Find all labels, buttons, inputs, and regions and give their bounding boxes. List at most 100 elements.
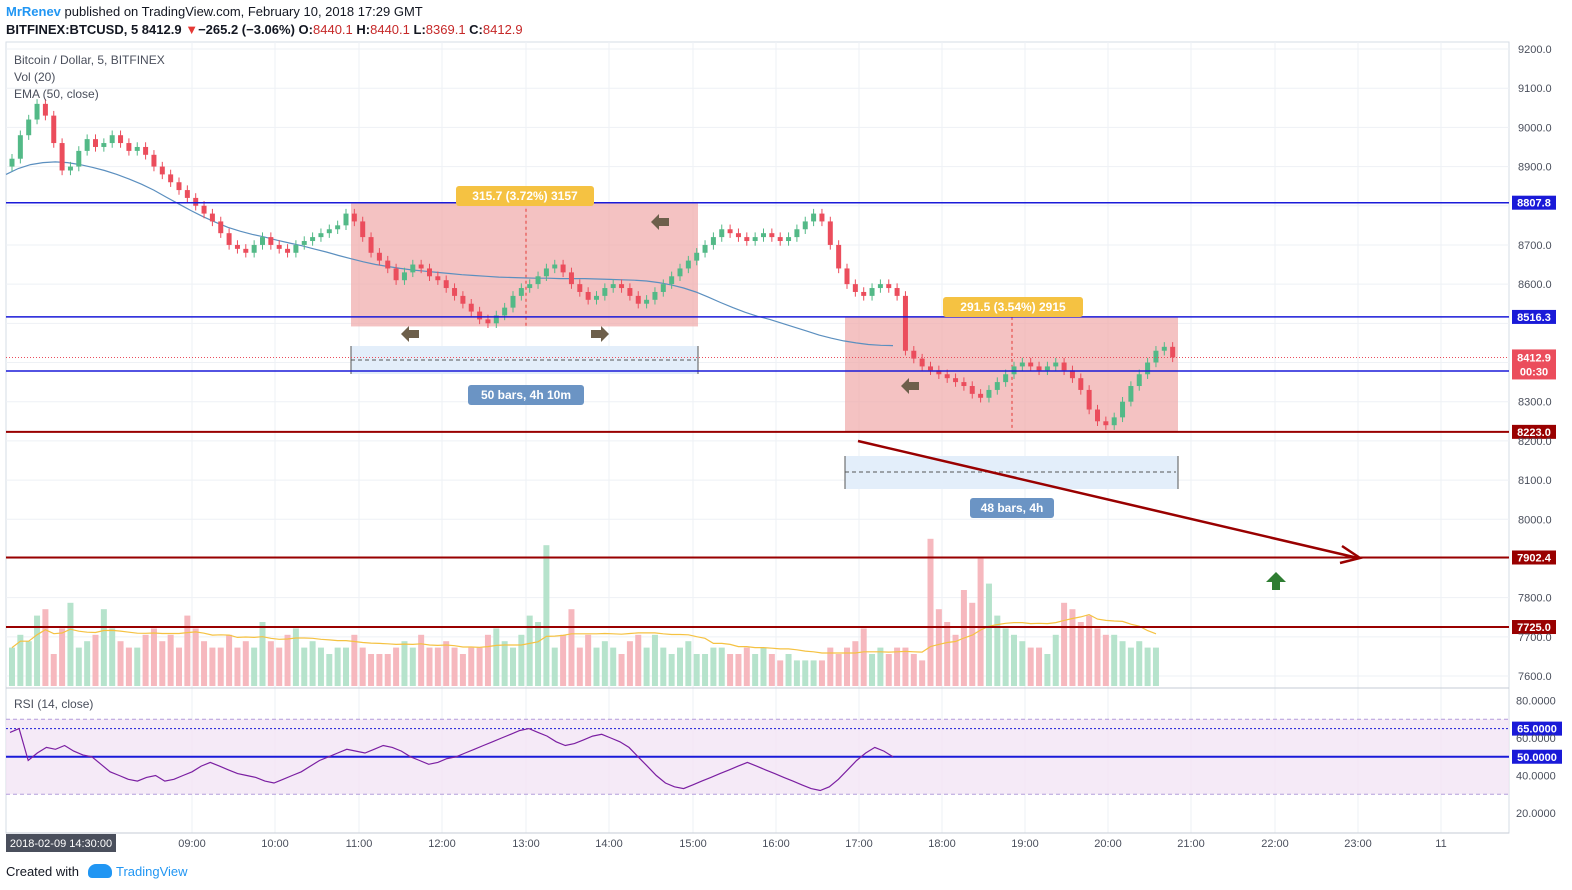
candle (619, 284, 625, 289)
volume-bar (393, 647, 400, 686)
range1-box[interactable] (351, 202, 698, 327)
candle (1053, 362, 1059, 367)
x-cursor-label: 2018-02-09 14:30:00 (10, 838, 112, 850)
candle (452, 288, 458, 296)
volume-bar (92, 634, 99, 686)
open-value: 8440.1 (313, 22, 353, 37)
candle (1086, 389, 1092, 410)
candle (468, 303, 474, 312)
volume-bar (735, 654, 742, 686)
ema-line (5, 161, 894, 347)
volume-bar (167, 634, 174, 686)
volume-bar (468, 647, 475, 686)
volume-bar (768, 654, 775, 686)
price-change: −265.2 (−3.06%) (198, 22, 295, 37)
volume-bar (752, 654, 759, 686)
volume-bar (593, 647, 600, 686)
candle (802, 221, 808, 230)
volume-bar (326, 654, 333, 686)
volume-bar (292, 628, 299, 686)
volume-bar (1152, 647, 1159, 686)
candle (577, 284, 583, 292)
candle (902, 295, 908, 351)
volume-bar (409, 647, 416, 686)
legend-rsi[interactable]: RSI (14, close) (14, 697, 93, 711)
candle (1044, 366, 1050, 371)
candle (1170, 346, 1176, 358)
candle (543, 268, 549, 277)
close-label: C: (469, 22, 483, 37)
candle (1136, 374, 1142, 387)
volume-bar (1102, 634, 1109, 686)
down-triangle-icon: ▼ (185, 22, 199, 37)
volume-bar (710, 647, 717, 686)
chart-area[interactable]: 8807.88516.38378.48223.07902.47725.08412… (0, 0, 1572, 856)
candle (376, 252, 382, 261)
volume-bar (510, 647, 516, 686)
legend-volume[interactable]: Vol (20) (14, 70, 55, 84)
volume-bar (526, 615, 533, 686)
volume-bar (100, 609, 107, 686)
x-tick-label: 16:00 (762, 838, 790, 850)
candle (435, 276, 441, 281)
author-link[interactable]: MrRenev (6, 4, 61, 19)
volume-bar (1127, 647, 1134, 686)
range1-price-label-tag (456, 186, 594, 206)
range2-time-box[interactable] (845, 456, 1178, 489)
candle (518, 288, 524, 296)
candle (844, 268, 850, 285)
candle (794, 229, 800, 238)
volume-bar (568, 609, 575, 686)
volume-bar (25, 641, 32, 686)
volume-bar (952, 634, 959, 686)
volume-bar (668, 654, 675, 686)
volume-bar (418, 634, 425, 686)
x-tick-label: 17:00 (845, 838, 873, 850)
volume-bar (334, 647, 341, 686)
volume-bar (309, 641, 316, 686)
y-tick-label: 7800.0 (1518, 593, 1552, 605)
level-tag (1512, 309, 1556, 324)
candle (143, 146, 149, 155)
tradingview-link[interactable]: TradingView (88, 864, 188, 879)
level-tag (1512, 195, 1556, 210)
candle (243, 248, 249, 253)
left-arrow-icon (651, 214, 669, 230)
y-tick-label: 8000.0 (1518, 514, 1552, 526)
candle (1036, 366, 1042, 371)
up-arrow-icon (1266, 572, 1286, 590)
volume-bar (944, 622, 951, 686)
volume-bar (760, 647, 767, 686)
trend-arrow-line[interactable] (857, 439, 1359, 560)
candle (201, 205, 207, 214)
candle (761, 233, 766, 238)
candle (427, 268, 432, 277)
volume-bar (702, 654, 709, 686)
candle (594, 295, 599, 300)
legend-ema[interactable]: EMA (50, close) (14, 87, 99, 101)
candle (176, 182, 182, 191)
candle (727, 229, 733, 234)
x-tick-label: 11:00 (346, 838, 373, 850)
volume-bar (434, 647, 441, 686)
legend-main[interactable]: Bitcoin / Dollar, 5, BITFINEX (14, 53, 165, 67)
volume-bar (677, 647, 683, 686)
volume-bar (551, 647, 558, 686)
volume-bar (75, 647, 82, 686)
candle (527, 284, 533, 289)
volume-bar (1094, 628, 1101, 686)
candle (34, 103, 40, 120)
candle (986, 389, 992, 398)
x-tick-label: 18:00 (928, 838, 956, 850)
volume-bar (1136, 641, 1143, 686)
candle (610, 284, 616, 289)
volume-bar (317, 647, 324, 686)
candle (418, 264, 424, 269)
candle (360, 221, 366, 238)
candle (477, 311, 483, 320)
y-tick-label: 8200.0 (1518, 436, 1552, 448)
volume-bar (242, 641, 249, 686)
candle (84, 139, 90, 151)
candle (1153, 350, 1159, 363)
rsi-tick-label: 40.0000 (1516, 771, 1556, 783)
